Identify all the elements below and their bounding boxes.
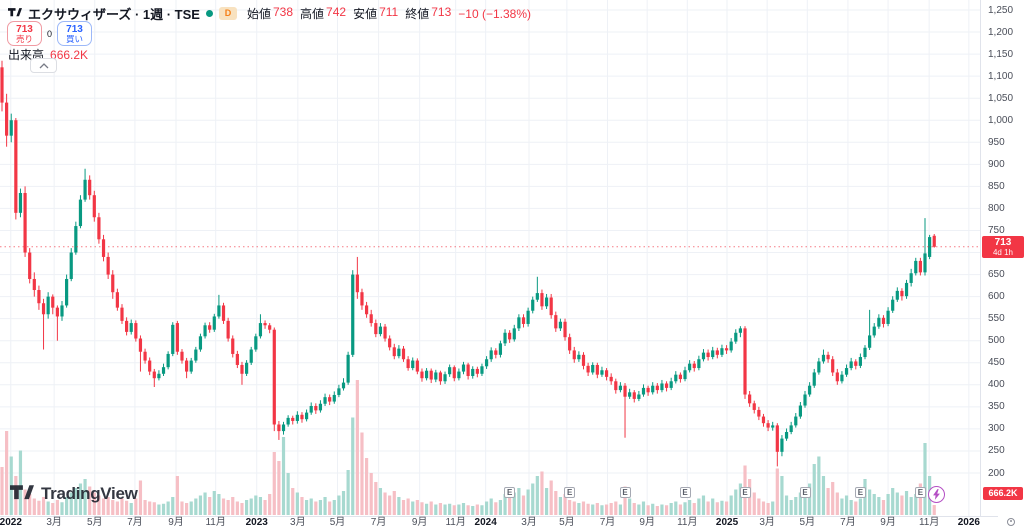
earnings-icon[interactable]: E (799, 487, 811, 498)
time-tick-label: 7月 (599, 517, 616, 527)
price-tick-label: 1,150 (988, 48, 1014, 60)
spread-value: 0 (47, 28, 53, 39)
earnings-icon[interactable]: E (679, 487, 691, 498)
time-tick-label: 9月 (880, 517, 896, 527)
buy-price: 713 (66, 23, 83, 35)
time-tick-label: 9月 (168, 517, 184, 527)
current-price-label: 713 4d 1h (982, 235, 1024, 258)
market-status-icon[interactable] (205, 10, 213, 17)
time-tick-label: 2025 (715, 517, 739, 527)
low-label: 安値 (353, 7, 378, 21)
low-value: 711 (379, 5, 399, 19)
earnings-icon[interactable]: E (619, 487, 631, 498)
price-tick-label: 650 (988, 269, 1005, 281)
price-tick-label: 1,000 (988, 114, 1014, 126)
time-tick-label: 7月 (127, 517, 143, 527)
tradingview-logo-icon (10, 484, 34, 499)
time-tick-label: 3月 (290, 517, 306, 527)
sell-button[interactable]: 713 売り (7, 21, 42, 46)
collapse-legend-button[interactable] (30, 58, 57, 73)
volume-axis-label: 666.2K (983, 487, 1023, 500)
price-tick-label: 1,200 (988, 26, 1014, 38)
buy-label: 買い (66, 33, 84, 44)
price-tick-label: 200 (988, 467, 1005, 479)
time-tick-label: 11月 (445, 517, 466, 527)
gear-icon (1007, 517, 1015, 526)
sell-price: 713 (16, 23, 33, 35)
close-value: 713 (431, 5, 452, 19)
buy-button[interactable]: 713 買い (57, 21, 93, 46)
earnings-icon[interactable]: E (564, 487, 576, 498)
time-tick-label: 3月 (759, 517, 775, 527)
price-tick-label: 1,100 (988, 70, 1014, 82)
price-tick-label: 450 (988, 357, 1005, 369)
time-tick-label: 5月 (799, 517, 816, 527)
price-tick-label: 550 (988, 313, 1005, 325)
earnings-icon[interactable]: E (854, 487, 866, 498)
price-tick-label: 850 (988, 180, 1005, 192)
volume-layer (0, 380, 936, 515)
time-tick-label: 9月 (639, 517, 655, 527)
symbol-title[interactable]: エクサウィザーズ · 1週 · TSE (28, 7, 200, 22)
price-tick-label: 350 (988, 401, 1005, 413)
high-label: 高値 (300, 7, 325, 21)
tradingview-mark-icon (8, 8, 22, 17)
time-tick-label: 11月 (918, 517, 940, 527)
time-tick-label: 7月 (370, 517, 387, 527)
earnings-icon[interactable]: E (914, 487, 926, 498)
grid-layer (0, 0, 980, 516)
time-tick-label: 9月 (411, 517, 428, 527)
change-value: −10 (−1.38%) (458, 6, 531, 21)
time-tick-label: 11月 (205, 517, 226, 527)
time-tick-label: 2022 (0, 517, 22, 527)
bar-close-countdown: 4d 1h (992, 247, 1014, 257)
close-label: 終値 (405, 7, 430, 21)
current-price-value: 713 (994, 236, 1012, 248)
price-tick-label: 300 (988, 423, 1005, 435)
tradingview-logo-text: TradingView (41, 484, 138, 503)
ohlc-values: 始値 738 高値 742 安値 711 終値 713 −10 (−1.38%) (247, 5, 531, 22)
time-tick-label: 5月 (559, 517, 575, 527)
axis-settings-icon[interactable] (998, 516, 1024, 527)
candles-layer (0, 60, 936, 467)
time-tick-label: 7月 (840, 517, 856, 527)
time-tick-label: 2026 (957, 517, 980, 527)
price-tick-label: 950 (988, 136, 1005, 148)
time-tick-label: 3月 (46, 517, 62, 527)
time-tick-label: 2024 (474, 517, 497, 527)
price-tick-label: 400 (988, 379, 1005, 391)
price-tick-label: 500 (988, 335, 1005, 347)
price-tick-label: 750 (988, 224, 1005, 236)
boost-lightning-icon[interactable] (928, 486, 946, 503)
chart-pane[interactable] (0, 0, 980, 516)
time-axis[interactable]: 2022 3月 5月 7月 9月 11月 2023 3月 5月 7月 9月 11月 2024 3月 5月 7月… (0, 516, 1024, 527)
chart-legend: エクサウィザーズ · 1週 · TSE D 始値 738 高値 742 安値 711 … (8, 4, 531, 23)
price-tick-label: 600 (988, 291, 1005, 303)
open-value: 738 (272, 5, 294, 19)
open-label: 始値 (246, 7, 271, 21)
time-tick-label: 5月 (86, 517, 103, 527)
high-value: 742 (326, 5, 347, 19)
time-tick-label: 5月 (329, 517, 346, 527)
volume-value: 666.2K (50, 47, 89, 62)
time-tick-label: 2023 (245, 517, 268, 527)
price-tick-label: 800 (988, 202, 1005, 214)
chevron-up-icon (39, 62, 48, 68)
earnings-icon[interactable]: E (504, 487, 516, 498)
tradingview-logo[interactable]: TradingView (10, 484, 138, 504)
time-tick-label: 11月 (677, 517, 698, 527)
sell-label: 売り (15, 33, 33, 44)
trade-buttons: 713 売り 0 713 買い (7, 21, 93, 46)
price-tick-label: 1,050 (988, 92, 1014, 104)
time-tick-label: 3月 (521, 517, 537, 527)
delayed-data-badge[interactable]: D (218, 7, 237, 20)
price-tick-label: 900 (988, 158, 1005, 170)
price-axis[interactable]: 713 4d 1h 666.2K 1,250 1,200 1,150 1,100 1,0… (980, 0, 1024, 516)
price-tick-label: 1,250 (988, 4, 1014, 16)
price-tick-label: 250 (988, 445, 1005, 457)
earnings-icon[interactable]: E (739, 487, 751, 498)
